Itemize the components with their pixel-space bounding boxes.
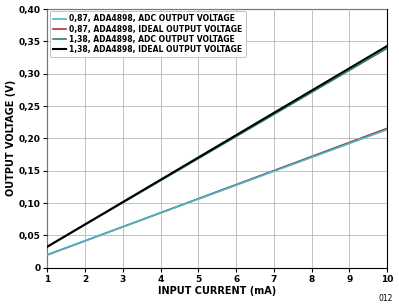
1,38, ADA4898, ADC OUTPUT VOLTAGE: [385, 46, 390, 50]
1,38, ADA4898, IDEAL OUTPUT VOLTAGE: [347, 66, 352, 70]
0,87, ADA4898, ADC OUTPUT VOLTAGE: [45, 253, 49, 257]
1,38, ADA4898, ADC OUTPUT VOLTAGE: [234, 135, 239, 138]
0,87, ADA4898, ADC OUTPUT VOLTAGE: [385, 128, 390, 131]
1,38, ADA4898, ADC OUTPUT VOLTAGE: [347, 68, 352, 72]
0,87, ADA4898, ADC OUTPUT VOLTAGE: [83, 239, 87, 243]
1,38, ADA4898, IDEAL OUTPUT VOLTAGE: [272, 111, 277, 115]
1,38, ADA4898, ADC OUTPUT VOLTAGE: [83, 223, 87, 227]
1,38, ADA4898, IDEAL OUTPUT VOLTAGE: [120, 200, 125, 204]
Legend: 0,87, ADA4898, ADC OUTPUT VOLTAGE, 0,87, ADA4898, IDEAL OUTPUT VOLTAGE, 1,38, AD: 0,87, ADA4898, ADC OUTPUT VOLTAGE, 0,87,…: [49, 11, 246, 57]
1,38, ADA4898, ADC OUTPUT VOLTAGE: [272, 113, 277, 116]
1,38, ADA4898, IDEAL OUTPUT VOLTAGE: [158, 178, 163, 181]
0,87, ADA4898, IDEAL OUTPUT VOLTAGE: [234, 183, 239, 186]
0,87, ADA4898, IDEAL OUTPUT VOLTAGE: [272, 169, 277, 172]
Text: 012: 012: [379, 293, 393, 303]
1,38, ADA4898, ADC OUTPUT VOLTAGE: [196, 157, 201, 160]
1,38, ADA4898, IDEAL OUTPUT VOLTAGE: [309, 89, 314, 92]
Line: 0,87, ADA4898, IDEAL OUTPUT VOLTAGE: 0,87, ADA4898, IDEAL OUTPUT VOLTAGE: [47, 128, 387, 255]
0,87, ADA4898, IDEAL OUTPUT VOLTAGE: [158, 211, 163, 214]
0,87, ADA4898, ADC OUTPUT VOLTAGE: [196, 197, 201, 201]
0,87, ADA4898, ADC OUTPUT VOLTAGE: [120, 225, 125, 229]
1,38, ADA4898, ADC OUTPUT VOLTAGE: [120, 201, 125, 205]
Line: 0,87, ADA4898, ADC OUTPUT VOLTAGE: 0,87, ADA4898, ADC OUTPUT VOLTAGE: [47, 130, 387, 255]
1,38, ADA4898, ADC OUTPUT VOLTAGE: [309, 91, 314, 94]
Line: 1,38, ADA4898, IDEAL OUTPUT VOLTAGE: 1,38, ADA4898, IDEAL OUTPUT VOLTAGE: [47, 46, 387, 247]
Y-axis label: OUTPUT VOLTAGE (V): OUTPUT VOLTAGE (V): [6, 80, 16, 196]
0,87, ADA4898, ADC OUTPUT VOLTAGE: [234, 183, 239, 187]
0,87, ADA4898, ADC OUTPUT VOLTAGE: [272, 169, 277, 173]
Line: 1,38, ADA4898, ADC OUTPUT VOLTAGE: 1,38, ADA4898, ADC OUTPUT VOLTAGE: [47, 48, 387, 247]
1,38, ADA4898, ADC OUTPUT VOLTAGE: [45, 245, 49, 249]
0,87, ADA4898, IDEAL OUTPUT VOLTAGE: [120, 225, 125, 229]
0,87, ADA4898, IDEAL OUTPUT VOLTAGE: [45, 253, 49, 257]
0,87, ADA4898, ADC OUTPUT VOLTAGE: [309, 156, 314, 159]
0,87, ADA4898, ADC OUTPUT VOLTAGE: [347, 142, 352, 145]
1,38, ADA4898, IDEAL OUTPUT VOLTAGE: [385, 44, 390, 48]
0,87, ADA4898, IDEAL OUTPUT VOLTAGE: [83, 239, 87, 243]
1,38, ADA4898, IDEAL OUTPUT VOLTAGE: [83, 223, 87, 226]
0,87, ADA4898, IDEAL OUTPUT VOLTAGE: [196, 197, 201, 200]
0,87, ADA4898, IDEAL OUTPUT VOLTAGE: [385, 127, 390, 130]
1,38, ADA4898, IDEAL OUTPUT VOLTAGE: [45, 245, 49, 249]
X-axis label: INPUT CURRENT (mA): INPUT CURRENT (mA): [158, 286, 277, 296]
1,38, ADA4898, ADC OUTPUT VOLTAGE: [158, 179, 163, 182]
0,87, ADA4898, IDEAL OUTPUT VOLTAGE: [309, 155, 314, 158]
1,38, ADA4898, IDEAL OUTPUT VOLTAGE: [234, 133, 239, 137]
0,87, ADA4898, ADC OUTPUT VOLTAGE: [158, 211, 163, 215]
0,87, ADA4898, IDEAL OUTPUT VOLTAGE: [347, 141, 352, 144]
1,38, ADA4898, IDEAL OUTPUT VOLTAGE: [196, 156, 201, 159]
